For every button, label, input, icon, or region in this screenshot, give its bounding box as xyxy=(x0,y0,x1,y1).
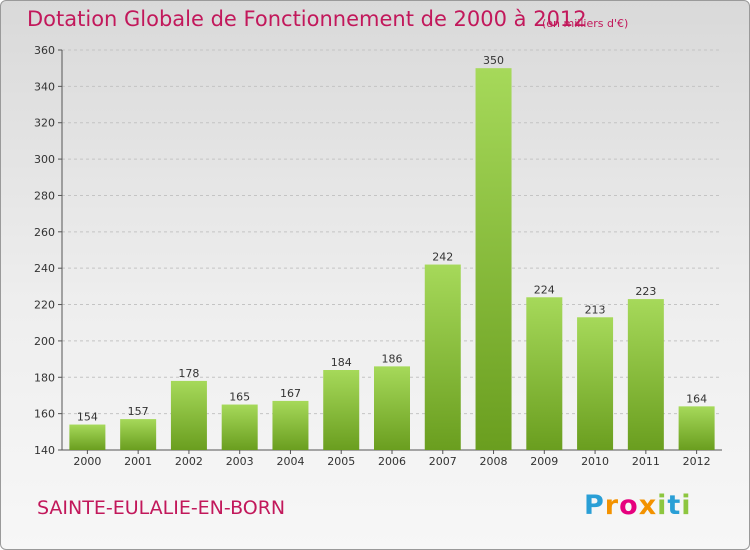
logo-letter: t xyxy=(667,490,682,521)
x-tick-label: 2000 xyxy=(73,455,101,468)
data-label: 186 xyxy=(382,352,403,365)
chart-subtitle: (en milliers d'€) xyxy=(542,17,629,30)
data-label: 178 xyxy=(178,367,199,380)
data-label: 165 xyxy=(229,391,250,404)
y-tick-label: 280 xyxy=(34,189,55,202)
bar xyxy=(170,380,207,450)
bar xyxy=(323,370,360,450)
data-label: 213 xyxy=(585,303,606,316)
y-tick-label: 320 xyxy=(34,117,55,130)
proxiti-logo: Proxiti xyxy=(584,490,692,521)
logo-letter: x xyxy=(638,490,658,521)
x-tick-label: 2011 xyxy=(632,455,660,468)
logo-letter: o xyxy=(619,490,639,521)
y-tick-label: 180 xyxy=(34,371,55,384)
data-label: 242 xyxy=(432,251,453,264)
y-tick-label: 200 xyxy=(34,335,55,348)
y-tick-label: 140 xyxy=(34,444,55,457)
logo-letter: i xyxy=(657,490,668,521)
data-label: 224 xyxy=(534,283,555,296)
commune-name: SAINTE-EULALIE-EN-BORN xyxy=(37,497,286,519)
y-tick-label: 260 xyxy=(34,226,55,239)
y-tick-label: 300 xyxy=(34,153,55,166)
y-tick-label: 240 xyxy=(34,262,55,275)
x-tick-label: 2005 xyxy=(327,455,355,468)
x-tick-label: 2007 xyxy=(429,455,457,468)
bar xyxy=(526,297,563,450)
bar xyxy=(424,264,461,450)
bar xyxy=(221,404,258,450)
y-tick-label: 220 xyxy=(34,299,55,312)
x-tick-label: 2003 xyxy=(226,455,254,468)
x-tick-label: 2004 xyxy=(276,455,304,468)
labels: 140 160 180 200 220 240 260 280 300 320 340 360 2000… xyxy=(34,44,711,468)
bar xyxy=(69,424,106,450)
data-label: 164 xyxy=(686,392,707,405)
bar xyxy=(577,317,614,450)
data-label: 223 xyxy=(635,285,656,298)
y-tick-label: 340 xyxy=(34,80,55,93)
data-label: 350 xyxy=(483,54,504,67)
x-tick-label: 2009 xyxy=(530,455,558,468)
y-tick-label: 360 xyxy=(34,44,55,57)
chart-title: Dotation Globale de Fonctionnement de 20… xyxy=(27,7,587,31)
y-tick-label: 160 xyxy=(34,408,55,421)
x-tick-label: 2002 xyxy=(175,455,203,468)
bar xyxy=(120,419,157,450)
logo-letter: i xyxy=(681,490,692,521)
bar xyxy=(272,400,309,450)
logo-letter: r xyxy=(604,490,620,521)
bar xyxy=(374,366,410,450)
logo-letter: P xyxy=(584,490,605,521)
x-tick-label: 2001 xyxy=(124,455,152,468)
x-tick-label: 2012 xyxy=(683,455,711,468)
data-label: 154 xyxy=(77,411,98,424)
bar xyxy=(627,299,664,450)
x-tick-label: 2010 xyxy=(581,455,609,468)
x-tick-label: 2006 xyxy=(378,455,406,468)
bar xyxy=(475,68,512,450)
data-label: 184 xyxy=(331,356,352,369)
x-tick-label: 2008 xyxy=(480,455,508,468)
data-label: 167 xyxy=(280,387,301,400)
bar xyxy=(678,406,715,450)
data-label: 157 xyxy=(128,405,149,418)
bars xyxy=(69,68,715,450)
